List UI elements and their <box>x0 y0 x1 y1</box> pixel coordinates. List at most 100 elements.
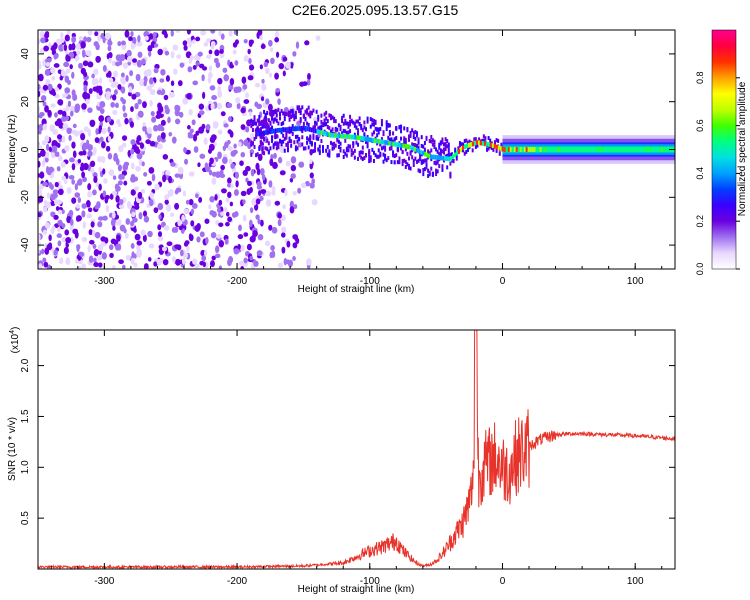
spectrogram-ridge-cell <box>527 147 530 152</box>
spectrogram-noise-speckle <box>38 105 41 112</box>
spectrogram-envelope-cell <box>431 171 434 176</box>
spectrogram-envelope-cell <box>371 132 374 137</box>
spectrogram-envelope-cell <box>379 142 382 147</box>
spectrogram-envelope-cell <box>368 149 371 154</box>
spectrogram-noise-speckle <box>237 243 241 250</box>
spectrogram-noise-speckle <box>227 258 232 267</box>
spectrogram-envelope-cell <box>388 123 391 128</box>
spectrogram-noise-speckle <box>64 145 70 152</box>
spectrogram-envelope-cell <box>256 118 259 123</box>
spectrogram-envelope-cell <box>414 156 417 161</box>
spectrogram-noise-speckle <box>76 244 81 250</box>
spectrogram-ridge-cell <box>497 145 500 151</box>
spectrogram-envelope-cell <box>460 142 463 147</box>
spectrogram-x-tick-label: 100 <box>627 276 644 287</box>
spectrogram-envelope-cell <box>392 131 395 136</box>
spectrogram-envelope-cell <box>449 161 452 166</box>
spectrogram-envelope-cell <box>449 152 452 157</box>
spectrogram-ridge-cell <box>489 142 492 148</box>
spectrogram-noise-speckle <box>107 152 113 160</box>
spectrogram-noise-speckle <box>42 101 47 107</box>
spectrogram-noise-speckle <box>160 132 166 140</box>
spectrogram-noise-speckle <box>238 224 242 232</box>
spectrogram-noise-speckle <box>248 111 253 117</box>
spectrogram-noise-speckle <box>199 153 206 159</box>
spectrogram-envelope-cell <box>290 115 293 120</box>
spectrogram-noise-speckle <box>145 139 151 145</box>
spectrogram-envelope-cell <box>435 168 438 173</box>
spectrogram-envelope-cell <box>395 153 398 158</box>
spectrogram-ridge-cell <box>400 143 403 148</box>
spectrogram-noise-speckle <box>298 161 305 168</box>
spectrogram-noise-speckle <box>204 249 208 257</box>
spectrogram-noise-speckle <box>117 164 122 172</box>
spectrogram-envelope-cell <box>400 136 403 141</box>
spectrogram-envelope-cell <box>452 158 455 163</box>
spectrogram-envelope-cell <box>325 122 328 127</box>
spectrogram-ridge-cell <box>456 150 459 156</box>
spectrogram-envelope-cell <box>345 148 348 153</box>
spectrogram-noise-speckle <box>54 198 58 205</box>
spectrogram-noise-speckle <box>268 39 273 47</box>
spectrogram-y-tick-label: 0 <box>20 146 31 152</box>
spectrogram-noise-speckle <box>139 142 145 149</box>
spectrogram-noise-speckle <box>237 234 244 240</box>
spectrogram-envelope-cell <box>385 123 388 128</box>
spectrogram-noise-speckle <box>68 134 72 142</box>
spectrogram-ridge-cell <box>292 126 295 132</box>
spectrogram-noise-speckle <box>42 59 46 67</box>
spectrogram-noise-speckle <box>215 171 221 178</box>
spectrogram-noise-speckle <box>117 41 122 47</box>
spectrogram-noise-speckle <box>91 73 95 79</box>
spectrogram-noise-speckle <box>159 258 164 264</box>
spectrogram-envelope-cell <box>306 136 309 141</box>
spectrogram-envelope-cell <box>272 143 275 148</box>
spectrogram-noise-speckle <box>268 180 273 188</box>
spectrogram-noise-speckle <box>46 264 52 269</box>
spectrogram-noise-speckle <box>217 151 222 159</box>
spectrogram-noise-speckle <box>222 156 228 165</box>
spectrogram-envelope-cell <box>379 127 382 132</box>
spectrogram-noise-speckle <box>89 239 95 245</box>
spectrogram-envelope-cell <box>482 134 485 139</box>
spectrogram-noise-speckle <box>63 246 69 255</box>
spectrogram-noise-speckle <box>164 50 170 56</box>
spectrogram-noise-speckle <box>227 182 231 188</box>
spectrogram-noise-speckle <box>179 249 184 257</box>
spectrogram-noise-speckle <box>112 175 117 180</box>
spectrogram-noise-speckle <box>121 78 126 85</box>
spectrogram-ridge-cell <box>350 134 353 140</box>
spectrogram-noise-speckle <box>81 203 87 209</box>
spectrogram-ridge-cell <box>587 147 590 152</box>
spectrogram-envelope-cell <box>360 155 363 160</box>
spectrogram-envelope-cell <box>339 124 342 129</box>
spectrogram-noise-speckle <box>96 255 102 261</box>
spectrogram-noise-speckle <box>211 171 217 177</box>
spectrogram-noise-speckle <box>292 191 297 196</box>
spectrogram-noise-speckle <box>156 110 160 116</box>
spectrogram-noise-speckle <box>128 86 133 93</box>
spectrogram-noise-speckle <box>263 61 269 68</box>
spectrogram-noise-speckle <box>167 116 171 124</box>
spectrogram-noise-speckle <box>38 124 42 130</box>
spectrogram-noise-speckle <box>134 102 139 110</box>
spectrogram-noise-speckle <box>249 235 256 243</box>
spectrogram-envelope-cell <box>320 113 323 118</box>
spectrogram-envelope-cell <box>347 121 350 126</box>
spectrogram-noise-speckle <box>151 116 157 123</box>
spectrogram-noise-speckle <box>183 45 188 51</box>
spectrogram-noise-speckle <box>243 139 249 147</box>
spectrogram-noise-speckle <box>94 231 101 239</box>
spectrogram-noise-speckle <box>203 137 208 145</box>
spectrogram-noise-speckle <box>175 258 181 266</box>
spectrogram-envelope-cell <box>285 135 288 140</box>
spectrogram-envelope-cell <box>430 166 433 171</box>
spectrogram-noise-speckle <box>72 123 77 129</box>
spectrogram-envelope-cell <box>250 142 253 147</box>
spectrogram-envelope-cell <box>339 127 342 132</box>
spectrogram-envelope-cell <box>331 115 334 120</box>
spectrogram-envelope-cell <box>333 118 336 123</box>
spectrogram-noise-speckle <box>57 209 63 215</box>
spectrogram-noise-speckle <box>115 243 120 251</box>
